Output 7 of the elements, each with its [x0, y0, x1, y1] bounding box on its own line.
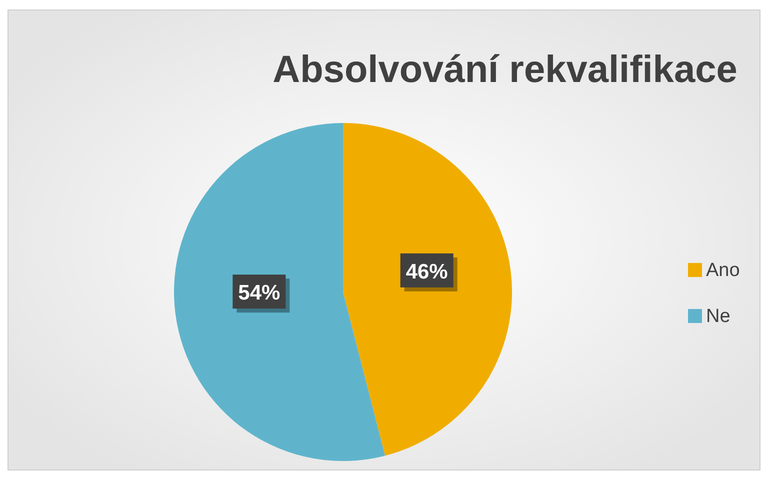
data-label: 46% — [406, 260, 448, 284]
pie-slice — [174, 123, 386, 461]
chart-title: Absolvování rekvalifikace — [272, 49, 738, 91]
legend-label: Ano — [706, 260, 740, 281]
data-label: 54% — [238, 282, 281, 305]
pie-slice — [343, 123, 512, 456]
legend-label: Ne — [706, 306, 730, 327]
